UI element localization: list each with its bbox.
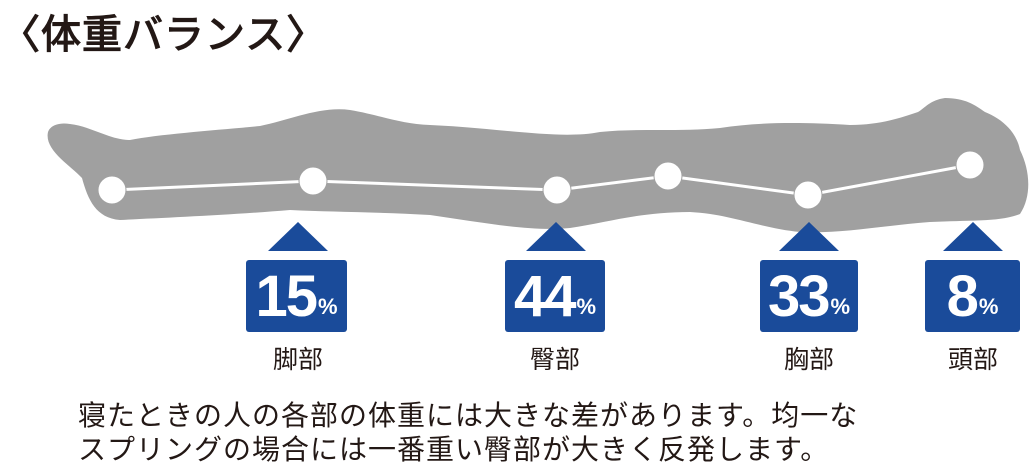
head-weight-box: 8% — [925, 260, 1020, 332]
hips-weight-box: 44% — [505, 260, 605, 332]
joint-point — [793, 180, 823, 210]
chest-label: 胸部 — [783, 345, 834, 374]
unit: % — [317, 294, 338, 319]
hips-label: 臀部 — [529, 345, 580, 374]
unit: % — [576, 294, 597, 319]
value: 33 — [767, 263, 830, 329]
unit: % — [978, 294, 999, 319]
unit: % — [830, 294, 851, 319]
value: 15 — [255, 263, 317, 329]
title: 〈体重バランス〉 — [0, 12, 328, 58]
description-line: 寝たときの人の各部の体重には大きな差があります。均一な — [78, 399, 859, 432]
value: 44 — [513, 263, 576, 329]
joint-point — [298, 166, 328, 196]
weight-line — [111, 163, 971, 197]
value: 8 — [946, 263, 979, 329]
description-line: スプリングの場合には一番重い臀部が大きく反発します。 — [78, 433, 830, 466]
body-silhouette-figure — [47, 98, 1029, 251]
chest-weight-box: 33% — [760, 260, 858, 332]
pointer-triangle — [268, 222, 328, 251]
joint-point — [97, 175, 127, 205]
joint-point — [542, 175, 572, 205]
head-label: 頭部 — [947, 345, 998, 374]
body-silhouette — [47, 98, 1029, 233]
legs-label: 脚部 — [272, 345, 323, 374]
joint-point — [955, 150, 985, 180]
pointer-triangle — [526, 222, 586, 251]
pointer-triangle — [779, 222, 839, 251]
pointer-triangle — [943, 222, 1003, 251]
legs-weight-box: 15% — [246, 260, 347, 332]
joint-point — [653, 161, 683, 191]
